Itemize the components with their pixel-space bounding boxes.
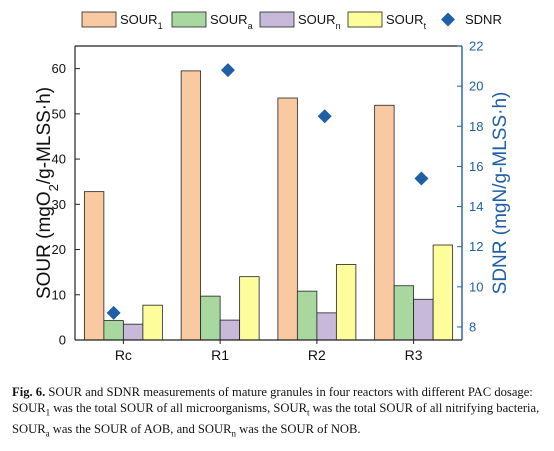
left-tick-label: 60 [52,61,66,76]
bar-n-R1 [219,319,241,341]
bar-n-R3 [413,298,434,341]
legend-swatch-n [259,11,295,28]
right-tick-label: 16 [469,159,483,174]
caption-subscript: t [306,407,310,418]
figure-label: Fig. 6. [12,385,46,399]
caption-run: was the total SOUR of all microorganisms… [50,401,307,415]
caption-run: was the SOUR of AOB, and SOUR [49,421,232,436]
legend-label-1: SOUR1 [120,12,163,31]
bar-a-R3 [393,285,415,341]
bar-a-Rc [103,320,124,341]
x-tick-label: R3 [405,347,423,363]
right-tick-label: 20 [469,79,483,94]
x-tick-label: R2 [308,347,326,363]
legend-label-sdnr: SDNR [465,12,502,27]
y-axis-label-left: SOUR (mgO2/g-MLSS·h) [34,87,61,299]
sdnr-point-R2 [317,109,332,124]
bar-1-R1 [180,70,202,341]
legend-marker-sdnr [441,12,455,27]
right-tick-label: 12 [469,239,483,254]
legend-swatch-t [347,11,383,28]
legend-swatch-1 [81,11,117,28]
bar-t-R3 [432,244,454,341]
x-tick-label: R1 [211,347,229,363]
caption-subscript: n [231,428,237,439]
caption-run: was the total SOUR of all nitrifying bac… [12,401,540,436]
sdnr-point-R1 [220,63,235,78]
y-axis-label-right: SDNR (mgN/g-MLSS·h) [490,92,511,295]
axes: 0 10 20 30 40 50 60 8 10 12 14 16 18 20 22 Rc R1 R2 R3 SOUR… [34,39,511,364]
bar-1-R3 [374,104,395,341]
bar-1-Rc [83,191,105,341]
right-tick-label: 14 [469,199,483,214]
bar-n-R2 [316,312,337,341]
sdnr-point-R3 [414,171,429,186]
left-tick-label: 10 [52,287,66,302]
right-tick-label: 8 [469,319,476,334]
legend: SOUR1 SOURa SOURn SOURt SDNR [81,11,502,31]
legend-label-a: SOURa [210,12,253,31]
figure-caption: Fig. 6. SOUR and SDNR measurements of ma… [12,384,547,441]
bar-a-R1 [200,295,221,341]
caption-text: SOUR and SDNR measurements of mature gra… [12,385,540,439]
legend-label-n: SOURn [298,12,341,31]
left-tick-label: 0 [59,333,66,348]
x-tick-label: Rc [115,347,132,363]
caption-run: SOUR and SDNR measurements of mature gra… [12,385,533,415]
bar-1-R2 [277,97,298,341]
bar-t-R2 [335,264,357,341]
bar-t-R1 [239,276,260,341]
left-tick-label: 40 [52,152,66,167]
legend-swatch-a [171,11,207,28]
right-tick-label: 18 [469,119,483,134]
caption-run: was the SOUR of NOB. [236,421,361,436]
caption-subscript: 1 [45,407,51,418]
left-tick-label: 30 [52,197,66,212]
caption-subscript: a [45,428,50,439]
legend-label-t: SOURt [386,12,427,31]
right-tick-label: 22 [469,39,483,54]
plot-area [83,63,454,341]
bar-n-Rc [122,323,144,341]
bar-a-R2 [296,290,318,341]
bar-t-Rc [142,304,163,341]
left-tick-label: 20 [52,242,66,257]
right-tick-label: 10 [469,279,483,294]
sour-sdnr-chart: SOUR1 SOURa SOURn SOURt SDNR 0 10 20 30 40 50 60 8 1… [34,11,511,364]
sdnr-point-Rc [106,305,121,320]
left-tick-label: 50 [52,106,66,121]
